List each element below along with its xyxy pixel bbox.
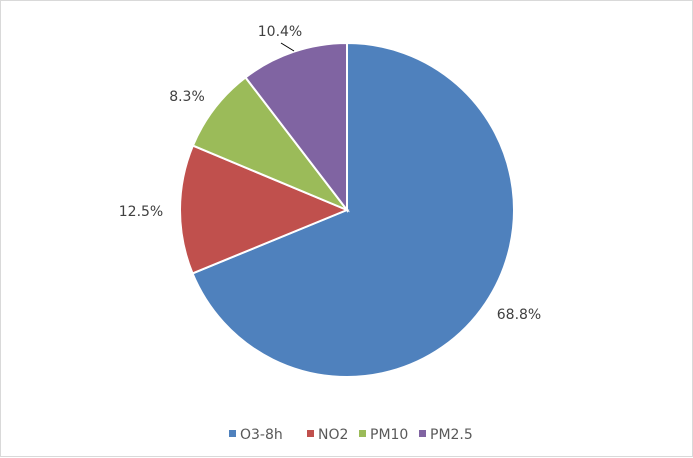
data-label-no2: 12.5% — [119, 204, 163, 220]
pie-slice-pm2-5 — [244, 41, 348, 213]
legend-swatch — [359, 430, 366, 437]
data-label-pm2-5: 10.4% — [258, 24, 302, 40]
legend-label: NO2 — [318, 427, 348, 443]
legend-label: PM2.5 — [430, 427, 473, 443]
data-label-pm10: 8.3% — [169, 89, 205, 105]
legend-item-pm10: PM10 — [359, 427, 408, 443]
legend-swatch — [419, 430, 426, 437]
legend: O3-8h NO2 PM10 PM2.5 — [229, 427, 473, 443]
legend-label: PM10 — [370, 427, 408, 443]
legend-item-no2: NO2 — [307, 427, 348, 443]
pie-slice-pm10 — [191, 76, 351, 213]
pie-slices — [179, 41, 515, 378]
legend-swatch — [307, 430, 314, 437]
legend-label: O3-8h — [240, 427, 283, 443]
legend-item-pm2-5: PM2.5 — [419, 427, 473, 443]
legend-swatch — [229, 430, 236, 437]
pie-slice-o3-8h — [191, 41, 515, 378]
data-labels: 68.8% 12.5% 8.3% 10.4% — [119, 24, 541, 323]
legend-item-o3-8h: O3-8h — [229, 427, 283, 443]
data-label-o3-8h: 68.8% — [497, 307, 541, 323]
pie-slice-no2 — [179, 144, 350, 275]
leader-line — [280, 42, 295, 52]
